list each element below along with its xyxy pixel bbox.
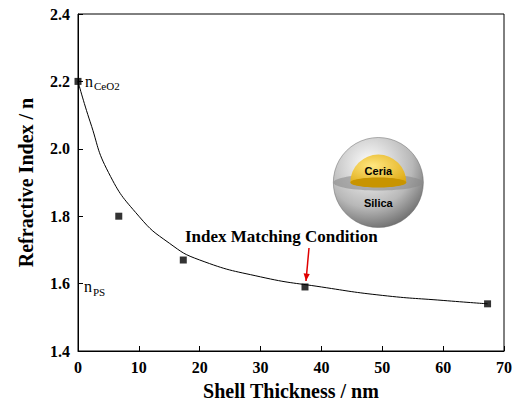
svg-text:50: 50: [374, 359, 390, 376]
svg-text:2.0: 2.0: [50, 140, 70, 157]
svg-text:20: 20: [192, 359, 208, 376]
svg-text:10: 10: [131, 359, 147, 376]
svg-text:40: 40: [313, 359, 329, 376]
svg-text:Shell Thickness / nm: Shell Thickness / nm: [203, 380, 379, 402]
svg-text:n: n: [84, 278, 92, 295]
svg-text:Refractive Index / n: Refractive Index / n: [15, 98, 37, 267]
svg-text:Ceria: Ceria: [365, 165, 393, 177]
svg-text:Silica: Silica: [364, 197, 394, 209]
svg-text:1.4: 1.4: [50, 343, 70, 360]
svg-text:PS: PS: [93, 286, 105, 298]
svg-text:n: n: [85, 73, 93, 90]
svg-text:Index Matching Condition: Index Matching Condition: [185, 227, 378, 246]
svg-text:2.4: 2.4: [50, 6, 70, 23]
svg-text:70: 70: [496, 359, 512, 376]
svg-text:CeO2: CeO2: [94, 80, 120, 92]
svg-text:1.6: 1.6: [50, 275, 70, 292]
svg-text:1.8: 1.8: [50, 208, 70, 225]
svg-text:2.2: 2.2: [50, 73, 70, 90]
svg-text:60: 60: [435, 359, 451, 376]
svg-text:0: 0: [74, 359, 82, 376]
svg-text:30: 30: [253, 359, 269, 376]
